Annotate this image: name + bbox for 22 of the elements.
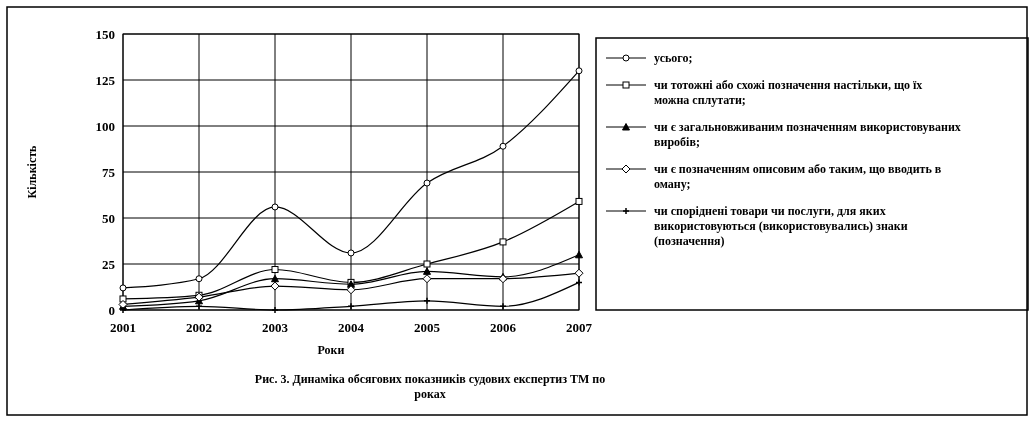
x-tick-label: 2002 bbox=[186, 320, 212, 335]
x-tick-label: 2004 bbox=[338, 320, 365, 335]
y-tick-label: 50 bbox=[102, 210, 115, 226]
x-tick-label: 2006 bbox=[490, 320, 517, 335]
x-tick-label: 2001 bbox=[110, 320, 136, 335]
text: Рис. 3. Динаміка обсягових показників судових експертиз ТМ по роках bbox=[254, 372, 606, 401]
y-tick-label: 150 bbox=[95, 26, 115, 42]
y-tick-label: 100 bbox=[95, 118, 115, 134]
x-tick-label: 2007 bbox=[566, 320, 593, 335]
y-axis-title: Кількість bbox=[25, 144, 39, 199]
legend-label: чи споріднені товари чи послуги, для яких використовуються (використовувались) знаки (позначення) bbox=[654, 204, 908, 249]
legend-label: чи є позначенням описовим або таким, що вводить в оману; bbox=[654, 162, 942, 192]
y-tick-label: 125 bbox=[95, 72, 116, 88]
legend-label: усього; bbox=[654, 51, 693, 66]
legend-label: чи тотожні або схожі позначення настільки, що їх можна сплутати; bbox=[654, 78, 923, 108]
x-tick-label: 2003 bbox=[262, 320, 289, 335]
legend-label: чи є загальновживаним позначенням використовуваних виробів; bbox=[654, 120, 961, 150]
y-tick-label: 25 bbox=[102, 256, 116, 272]
y-tick-label: 75 bbox=[102, 164, 116, 180]
x-axis-title: Роки bbox=[317, 343, 345, 357]
y-tick-label: 0 bbox=[108, 302, 115, 318]
x-tick-label: 2005 bbox=[414, 320, 441, 335]
